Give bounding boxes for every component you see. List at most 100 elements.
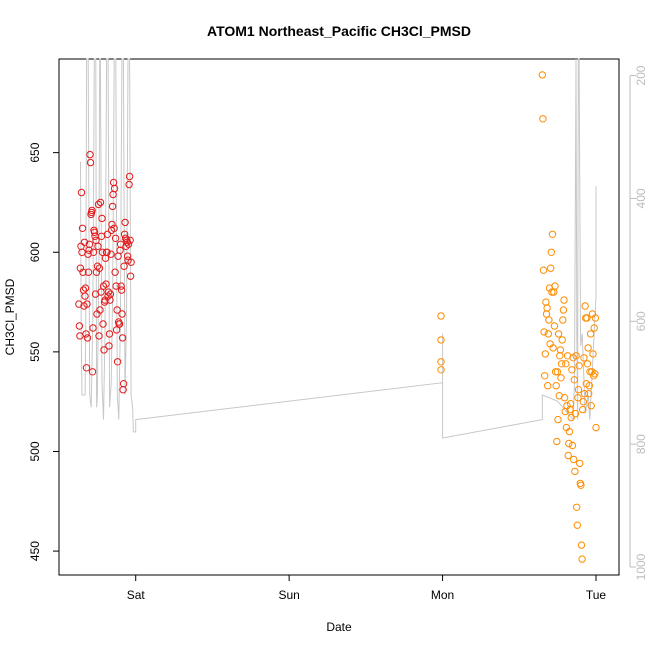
data-point	[549, 344, 557, 352]
x-tick-label: Sun	[278, 588, 299, 602]
data-point	[564, 451, 572, 460]
data-point	[123, 252, 132, 260]
data-point	[97, 288, 105, 296]
data-point	[566, 400, 575, 408]
data-point	[113, 306, 121, 314]
y2-tick-label: 400	[634, 188, 648, 208]
data-point	[573, 503, 581, 511]
data-point	[111, 268, 119, 276]
data-point	[83, 300, 91, 308]
data-point	[86, 158, 95, 167]
data-point	[571, 409, 580, 418]
data-point	[83, 334, 92, 342]
data-point	[547, 264, 555, 272]
data-point	[86, 150, 94, 159]
data-point	[574, 394, 582, 402]
data-point	[437, 312, 445, 320]
data-point	[116, 246, 124, 255]
data-point	[103, 230, 112, 239]
data-point	[570, 455, 578, 464]
data-point	[558, 336, 566, 344]
data-point	[98, 214, 106, 223]
data-point	[75, 322, 84, 330]
data-point	[125, 180, 133, 189]
data-point	[108, 202, 117, 211]
data-point	[584, 344, 592, 352]
data-point	[574, 386, 583, 394]
data-point	[94, 242, 102, 251]
y2-tick-label: 1000	[634, 553, 648, 580]
data-point	[120, 262, 128, 270]
data-point	[104, 288, 113, 296]
y2-tick-label: 200	[634, 65, 648, 85]
data-point	[545, 316, 553, 324]
data-point	[80, 238, 89, 247]
data-point	[437, 366, 445, 374]
data-point	[115, 320, 124, 328]
data-point	[126, 236, 134, 245]
data-point	[77, 188, 86, 197]
data-point	[118, 334, 127, 342]
data-point	[119, 380, 128, 388]
data-point	[572, 352, 580, 360]
data-point	[577, 481, 585, 489]
y-tick-label: 550	[28, 342, 42, 362]
data-point	[98, 248, 107, 257]
data-point	[78, 248, 86, 257]
data-point	[538, 71, 546, 79]
data-point	[592, 423, 600, 432]
data-point	[565, 439, 573, 448]
data-point	[99, 320, 107, 328]
data-point	[79, 268, 87, 276]
data-point	[539, 266, 548, 274]
data-point	[75, 300, 83, 308]
data-point	[544, 330, 552, 338]
data-point	[579, 405, 587, 414]
data-point	[548, 288, 556, 296]
data-point	[104, 292, 112, 300]
data-point	[78, 224, 87, 233]
x-tick-label: Tue	[586, 588, 607, 602]
data-point	[552, 382, 560, 390]
data-point	[102, 280, 110, 288]
data-point	[554, 330, 563, 338]
data-point	[106, 290, 115, 298]
data-point	[589, 372, 598, 380]
data-point	[437, 358, 445, 366]
data-point	[581, 302, 589, 310]
data-point	[591, 314, 600, 322]
data-point	[108, 220, 116, 229]
y-axis-label: CH3Cl_PMSD	[3, 278, 17, 355]
y-tick-label: 500	[28, 441, 42, 461]
data-point	[556, 346, 565, 354]
data-point	[586, 330, 595, 338]
data-point	[100, 346, 108, 354]
data-point	[105, 342, 113, 350]
data-point	[573, 521, 581, 529]
y2-tick-label: 800	[634, 434, 648, 454]
data-point	[541, 350, 549, 358]
data-point	[577, 541, 586, 549]
data-point	[589, 350, 597, 358]
data-point	[583, 314, 591, 322]
data-point	[587, 402, 595, 410]
data-point	[95, 264, 104, 272]
data-point	[575, 362, 583, 370]
data-point	[110, 224, 118, 233]
secondary-series-line	[80, 58, 597, 439]
data-point	[579, 398, 587, 406]
x-tick-label: Sat	[127, 588, 146, 602]
data-point	[543, 304, 551, 312]
data-point	[117, 286, 126, 294]
data-point	[568, 441, 577, 450]
data-point	[556, 352, 564, 360]
data-point	[559, 316, 567, 324]
data-point	[591, 370, 599, 378]
data-point	[89, 248, 98, 257]
data-point	[125, 172, 134, 181]
data-point	[554, 415, 562, 424]
data-point	[84, 268, 93, 276]
data-point	[542, 310, 551, 318]
